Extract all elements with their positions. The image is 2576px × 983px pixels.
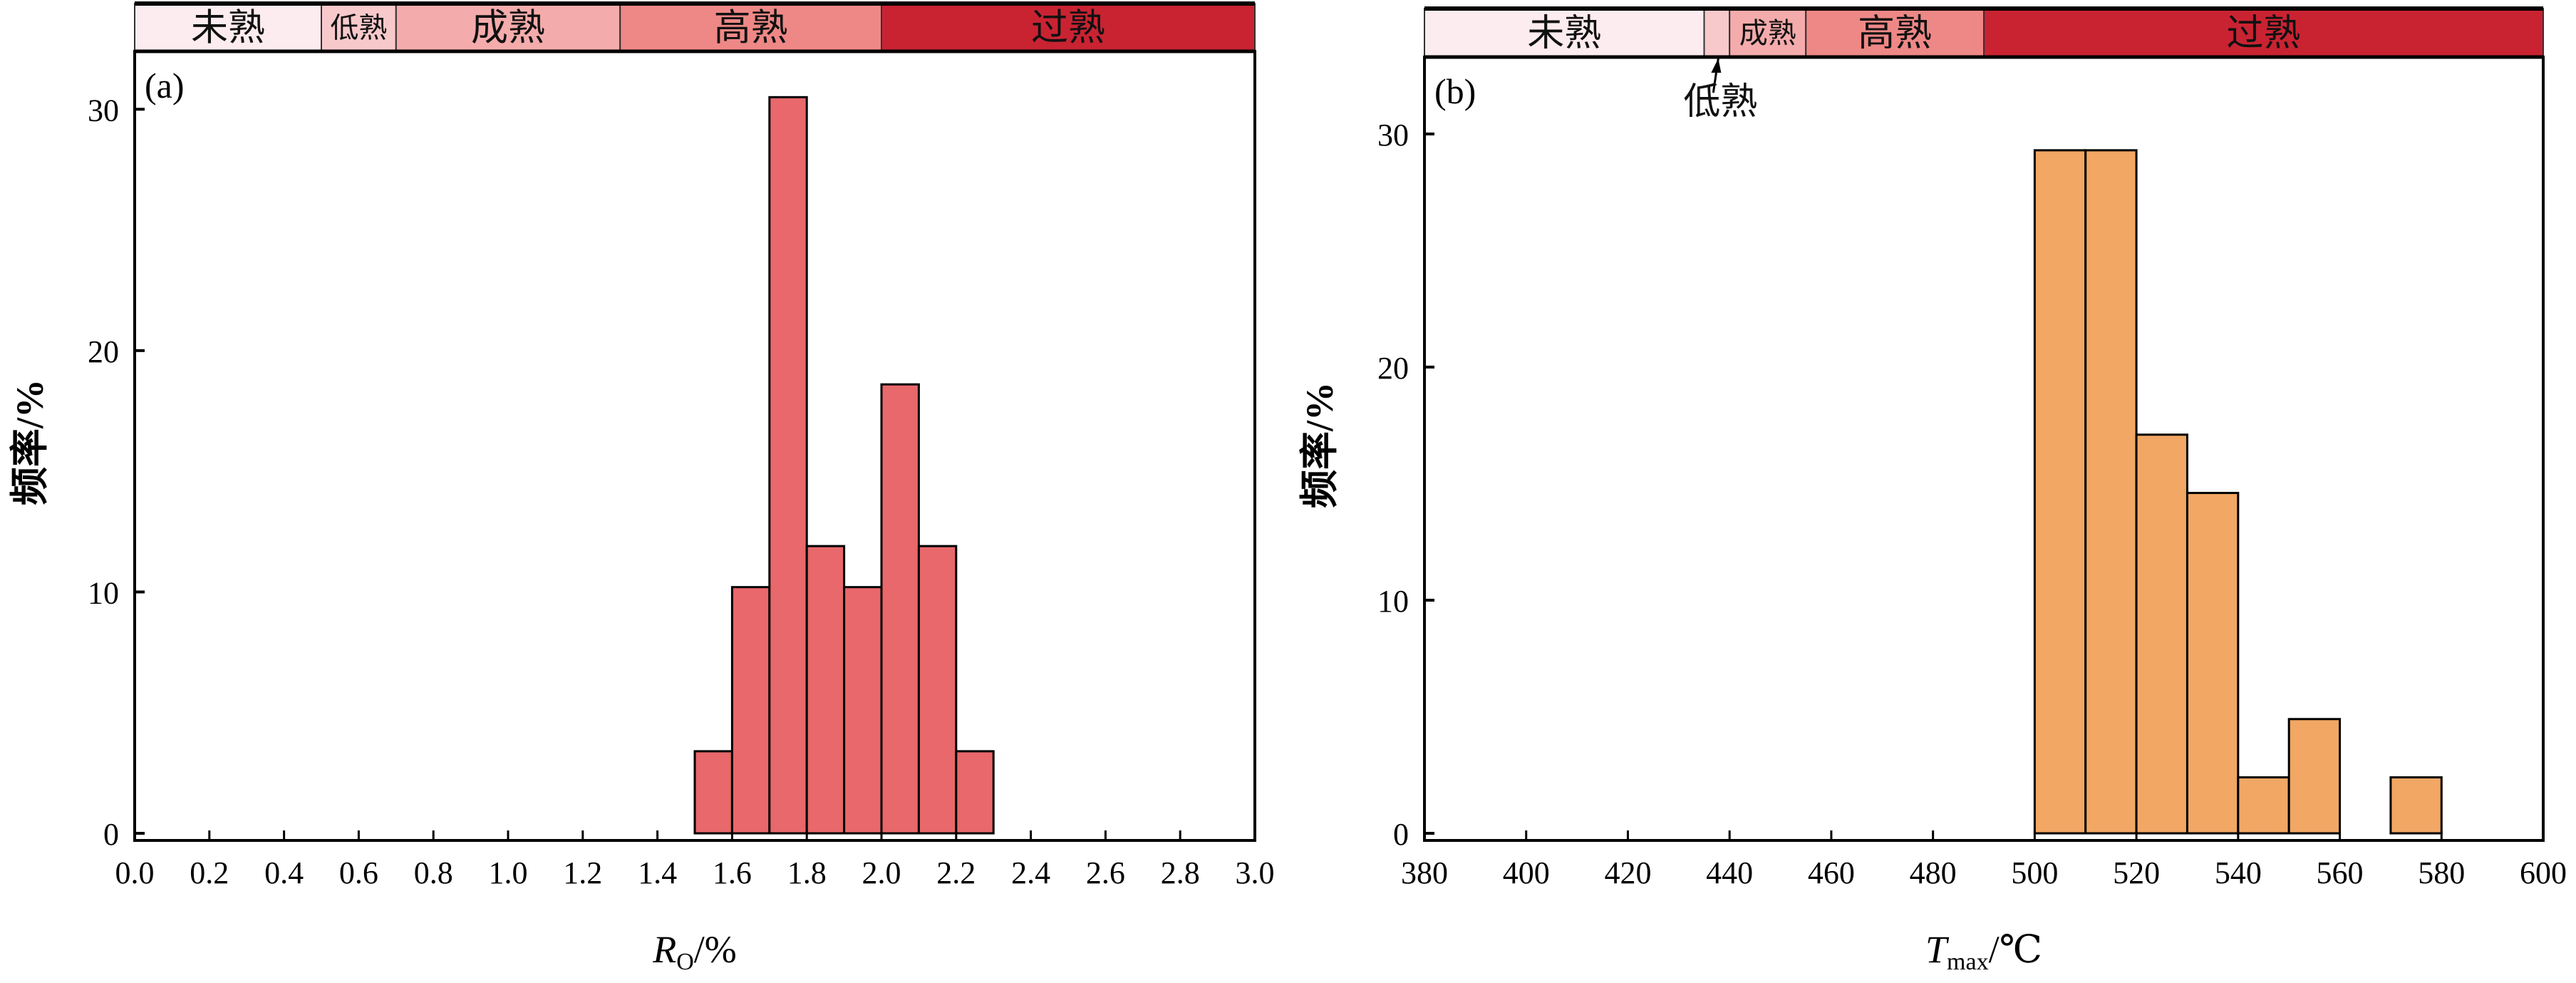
- x-tick-label: 2.2: [936, 855, 976, 890]
- histogram-bar: [843, 586, 883, 835]
- maturity-band: [134, 3, 322, 52]
- y-tick-label: 20: [88, 334, 119, 369]
- plot-frame: [1423, 56, 2545, 842]
- histogram-bar: [2186, 492, 2240, 835]
- x-tick-label: 2.6: [1086, 855, 1125, 890]
- x-tick-label: 1.6: [713, 855, 752, 890]
- x-tick-label: 520: [2113, 855, 2160, 890]
- x-tick-label: 2.0: [862, 855, 901, 890]
- x-tick-label: 2.4: [1011, 855, 1050, 890]
- maturity-band-label: 过熟: [1031, 9, 1105, 49]
- x-tick-label: 500: [2011, 855, 2058, 890]
- histogram-bar: [917, 545, 958, 835]
- y-tick-label: 20: [1377, 351, 1409, 386]
- y-tick-label: 10: [1377, 584, 1409, 619]
- y-tick-label: 30: [1377, 118, 1409, 153]
- maturity-band: [1729, 8, 1807, 58]
- histogram-bar: [955, 750, 995, 835]
- maturity-band-label: 未熟: [191, 9, 265, 49]
- y-tick-label: 30: [88, 93, 119, 128]
- callout-arrowhead: [1711, 58, 1722, 73]
- maturity-band: [1983, 8, 2544, 58]
- histogram-bar: [2287, 718, 2342, 835]
- panel-label: (b): [1434, 71, 1476, 111]
- x-axis-label: RO/%: [652, 928, 737, 975]
- x-tick-label: 0.8: [414, 855, 453, 890]
- x-tick-label: 0.0: [115, 855, 155, 890]
- x-tick-label: 440: [1706, 855, 1753, 890]
- x-tick-label: 0.4: [264, 855, 304, 890]
- maturity-band-label: 低熟: [330, 12, 387, 44]
- x-tick-label: 1.8: [787, 855, 827, 890]
- maturity-band: [321, 3, 397, 52]
- x-tick-label: 400: [1503, 855, 1550, 890]
- maturity-band-label: 未熟: [1527, 14, 1601, 54]
- y-axis-label: 频率/%: [1298, 382, 1341, 508]
- y-tick-label: 10: [88, 575, 119, 610]
- x-tick-label: 600: [2520, 855, 2567, 890]
- histogram-bar: [2237, 776, 2290, 835]
- maturity-band-label: 成熟: [1739, 17, 1796, 49]
- histogram-bar: [2135, 433, 2188, 835]
- x-tick-label: 0.6: [339, 855, 378, 890]
- histogram-bar: [805, 545, 846, 835]
- y-axis-label: 频率/%: [9, 379, 51, 505]
- x-tick-label: 1.4: [638, 855, 677, 890]
- x-tick-label: 0.2: [190, 855, 229, 890]
- plot-frame: [133, 50, 1256, 842]
- maturity-band-label: 低熟: [1683, 82, 1757, 123]
- maturity-band-label: 高熟: [714, 9, 788, 49]
- histogram-bar: [693, 750, 733, 835]
- x-axis-label: Tmax/℃: [1925, 928, 2042, 975]
- maturity-band-label: 成熟: [471, 9, 545, 49]
- histogram-bar: [730, 586, 771, 835]
- histogram-bar: [2033, 149, 2087, 835]
- maturity-band-label: 高熟: [1858, 14, 1932, 54]
- panel-label: (a): [145, 66, 185, 105]
- histogram-bar: [880, 383, 920, 835]
- y-tick-label: 0: [1393, 817, 1409, 852]
- x-tick-label: 480: [1910, 855, 1957, 890]
- y-tick-label: 0: [103, 817, 119, 852]
- x-tick-label: 460: [1808, 855, 1855, 890]
- x-tick-label: 1.2: [563, 855, 602, 890]
- x-tick-label: 580: [2418, 855, 2465, 890]
- x-tick-label: 560: [2317, 855, 2364, 890]
- x-tick-label: 1.0: [489, 855, 528, 890]
- histogram-bar: [2084, 149, 2138, 835]
- maturity-band: [1424, 8, 1705, 58]
- histogram-bar: [2389, 776, 2443, 835]
- maturity-band-label: 过熟: [2226, 14, 2300, 54]
- x-tick-label: 3.0: [1236, 855, 1275, 890]
- x-tick-label: 380: [1401, 855, 1448, 890]
- x-tick-label: 420: [1604, 855, 1651, 890]
- histogram-bar: [768, 96, 808, 835]
- chart-panel-a: 未熟 低熟 成熟 高熟 过熟 0.0 0.2 0.4 0.6 0.8 1.0 1.2 1.4 1.6 1.8…: [9, 1, 1275, 975]
- x-tick-label: 540: [2215, 855, 2262, 890]
- maturity-band: [1703, 8, 1731, 58]
- x-tick-label: 2.8: [1161, 855, 1200, 890]
